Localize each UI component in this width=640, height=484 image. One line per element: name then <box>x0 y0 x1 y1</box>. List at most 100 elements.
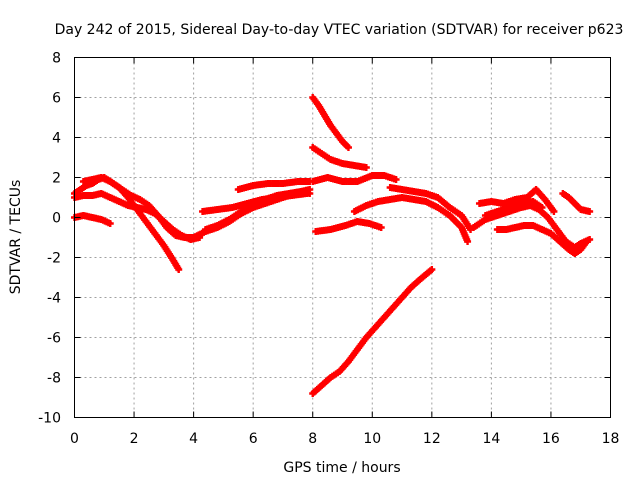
data-point <box>341 141 349 148</box>
data-point <box>434 194 442 201</box>
data-point <box>408 282 416 290</box>
data-point <box>370 325 378 333</box>
data-point <box>129 200 137 208</box>
data-point <box>377 224 385 231</box>
data-point <box>369 326 377 334</box>
data-point <box>373 322 381 330</box>
data-point <box>449 215 457 222</box>
data-point <box>440 199 448 206</box>
y-tick-label: 4 <box>52 131 61 147</box>
data-point <box>452 218 460 225</box>
data-point <box>145 221 153 229</box>
data-point <box>533 187 541 195</box>
data-point <box>344 144 352 151</box>
data-point <box>390 302 398 310</box>
data-point <box>384 309 392 317</box>
x-tick-label: 12 <box>423 431 441 447</box>
data-point <box>336 368 344 375</box>
data-point <box>378 316 386 324</box>
data-point <box>544 199 552 207</box>
data-point <box>356 342 364 350</box>
data-point <box>344 358 352 365</box>
data-point <box>151 230 159 237</box>
x-tick-label: 0 <box>70 431 79 447</box>
data-point <box>538 204 546 211</box>
data-point <box>146 223 154 231</box>
series-arc-20 <box>481 198 546 219</box>
data-point <box>542 197 550 205</box>
y-tick-label: 6 <box>52 91 61 107</box>
data-point <box>367 328 375 336</box>
data-point <box>545 201 553 209</box>
data-point <box>350 351 358 359</box>
data-point <box>550 232 558 240</box>
data-point <box>546 202 554 210</box>
series-arc-10 <box>309 144 370 171</box>
data-point <box>145 202 153 209</box>
y-tick-label: -4 <box>47 291 61 307</box>
data-point <box>456 222 464 230</box>
data-point <box>123 192 131 200</box>
data-point <box>419 273 427 281</box>
data-point <box>158 216 166 224</box>
data-point <box>396 296 404 304</box>
data-point <box>541 196 549 203</box>
data-point <box>397 295 405 303</box>
data-point <box>450 216 458 224</box>
data-point <box>574 203 582 210</box>
data-point <box>147 204 155 212</box>
data-point <box>550 222 558 230</box>
data-point <box>152 211 160 219</box>
data-point <box>309 390 317 397</box>
x-tick-label: 16 <box>542 431 560 447</box>
data-point <box>315 384 323 392</box>
data-point <box>523 194 531 201</box>
data-point <box>389 304 397 311</box>
data-point <box>559 234 567 242</box>
data-point <box>366 329 374 337</box>
data-point <box>166 223 174 231</box>
data-point <box>159 240 167 248</box>
series-arc-9 <box>309 94 352 151</box>
data-point <box>122 191 130 199</box>
data-point <box>310 388 318 396</box>
data-point <box>392 301 400 309</box>
data-point <box>416 276 424 283</box>
data-point <box>586 208 594 215</box>
data-point <box>318 382 326 389</box>
data-point <box>425 268 433 276</box>
data-point <box>556 238 564 245</box>
data-point <box>120 189 128 197</box>
data-point <box>583 238 591 245</box>
data-point <box>362 164 370 171</box>
data-point <box>138 212 146 220</box>
x-tick-label: 6 <box>249 431 258 447</box>
data-point <box>537 191 545 199</box>
data-point <box>303 190 311 197</box>
x-tick-label: 8 <box>308 431 317 447</box>
data-point <box>338 365 346 373</box>
x-tick-label: 18 <box>602 431 620 447</box>
data-point <box>547 217 555 225</box>
data-point <box>337 366 345 374</box>
data-point <box>146 203 154 211</box>
data-point <box>351 349 359 357</box>
data-point <box>119 188 127 196</box>
data-point <box>154 212 162 220</box>
grid-lines <box>74 57 611 418</box>
data-point <box>360 337 368 345</box>
data-point <box>325 375 333 383</box>
data-point <box>536 190 544 198</box>
data-point <box>157 215 165 223</box>
data-point <box>339 363 347 371</box>
data-point <box>160 218 168 225</box>
y-tick-label: 8 <box>52 51 61 67</box>
data-point <box>414 277 422 285</box>
data-point <box>134 207 142 215</box>
data-point <box>355 344 363 352</box>
data-point <box>364 332 372 340</box>
data-point <box>553 226 561 233</box>
data-point <box>407 284 415 291</box>
